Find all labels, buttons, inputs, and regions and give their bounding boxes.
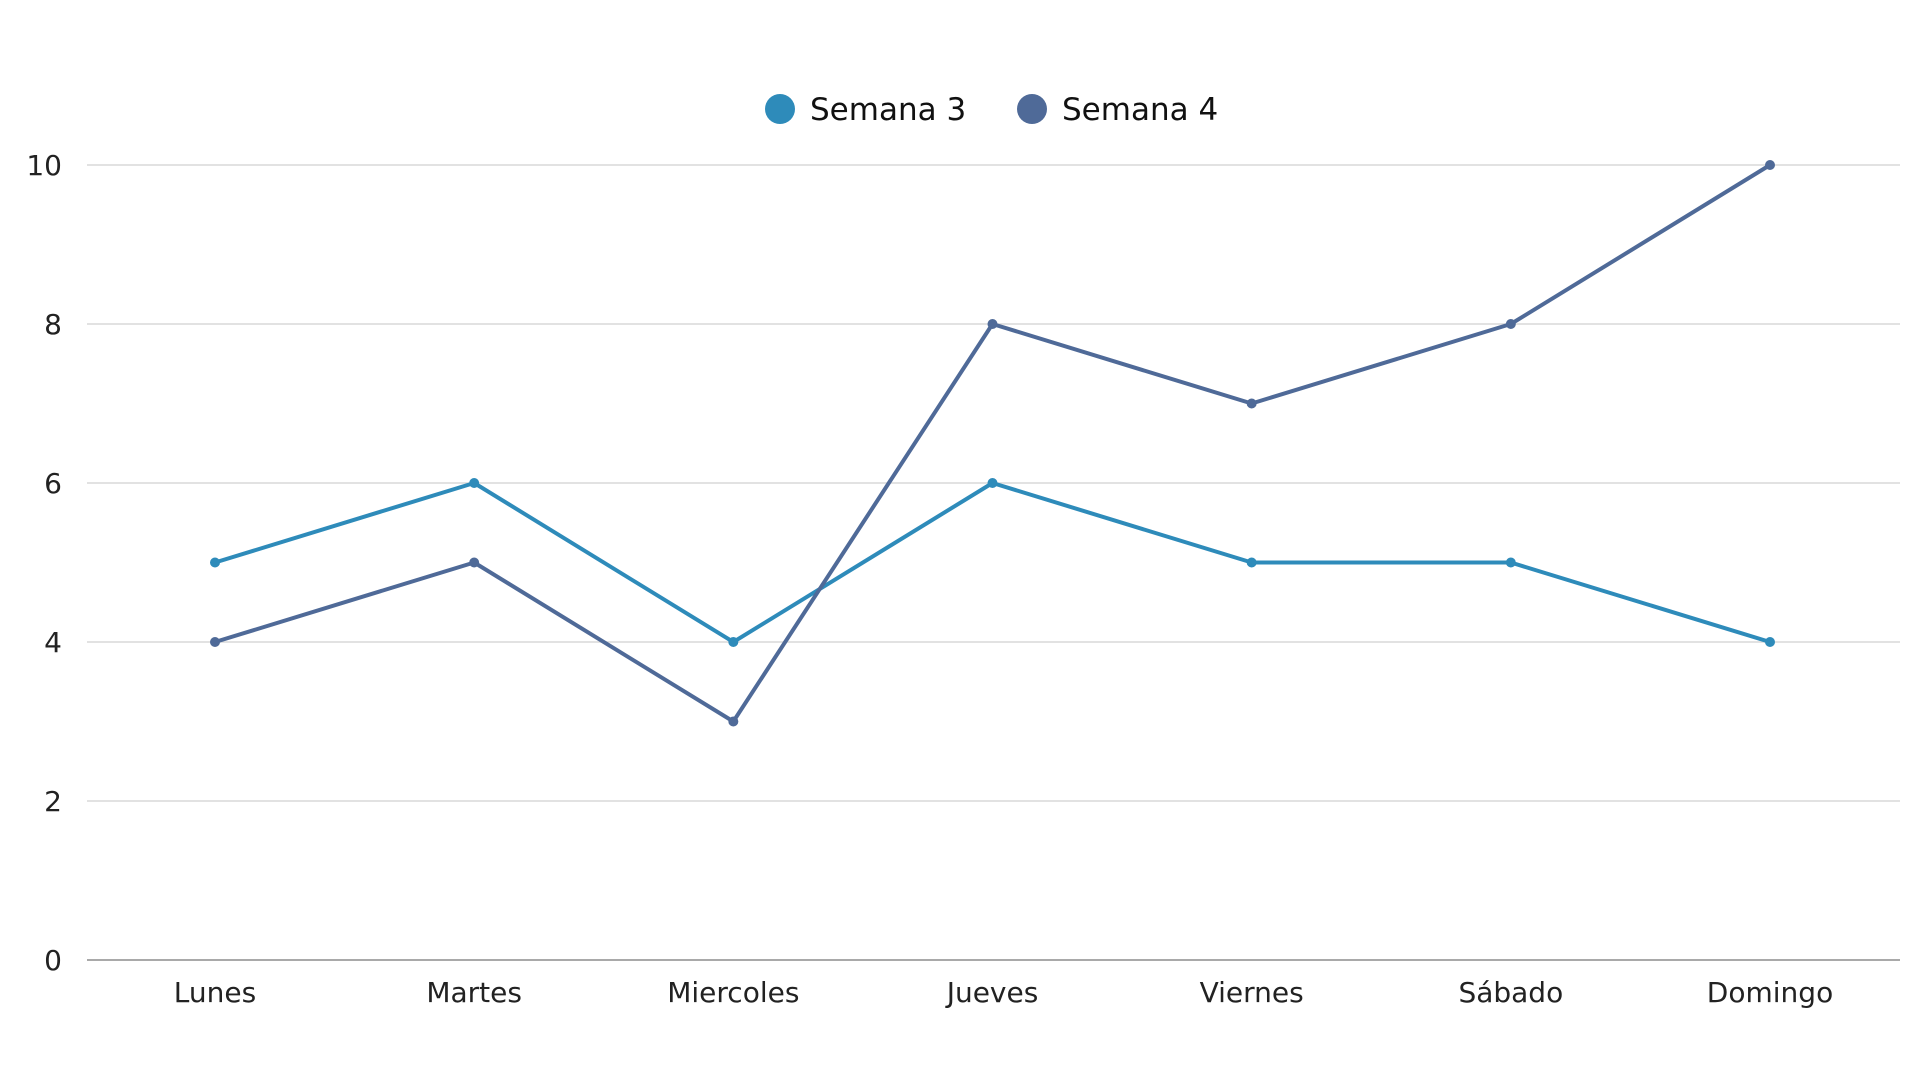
legend-marker — [765, 94, 795, 124]
data-point[interactable] — [728, 637, 739, 647]
x-tick-label: Lunes — [174, 976, 256, 1009]
data-point[interactable] — [1505, 319, 1516, 329]
y-tick-label: 2 — [44, 785, 62, 818]
data-point[interactable] — [469, 557, 480, 568]
data-point[interactable] — [728, 716, 739, 727]
legend-label: Semana 3 — [810, 92, 966, 128]
legend: Semana 3 Semana 4 — [765, 92, 1218, 128]
x-tick-label: Viernes — [1200, 976, 1304, 1009]
x-tick-label: Jueves — [945, 976, 1039, 1009]
data-point[interactable] — [987, 478, 998, 488]
legend-item[interactable]: Semana 4 — [1017, 92, 1218, 128]
axis-layer: 0 2 4 6 8 10 Lunes Martes Miercoles Jueves Viernes… — [26, 149, 1900, 1009]
data-point[interactable] — [1246, 557, 1257, 568]
y-tick-label: 4 — [44, 626, 62, 659]
x-tick-label: Miercoles — [667, 976, 799, 1009]
data-point[interactable] — [987, 319, 998, 329]
y-tick-label: 10 — [26, 149, 62, 182]
series-layer — [210, 160, 1775, 727]
series-line — [213, 163, 1772, 724]
series-line — [213, 481, 1772, 644]
y-tick-label: 0 — [44, 944, 62, 977]
y-tick-label: 6 — [44, 467, 62, 500]
data-point[interactable] — [1765, 637, 1775, 647]
data-point[interactable] — [210, 637, 220, 647]
legend-label: Semana 4 — [1062, 92, 1218, 128]
data-point[interactable] — [469, 478, 480, 488]
x-tick-label: Martes — [426, 976, 522, 1009]
data-point[interactable] — [210, 557, 220, 568]
legend-marker — [1017, 94, 1047, 124]
legend-item[interactable]: Semana 3 — [765, 92, 966, 128]
series-1 — [210, 478, 1775, 647]
x-tick-label: Domingo — [1707, 976, 1833, 1009]
x-tick-label: Sábado — [1458, 976, 1563, 1009]
data-point[interactable] — [1505, 557, 1516, 568]
y-tick-label: 8 — [44, 308, 62, 341]
data-point[interactable] — [1246, 398, 1257, 409]
data-point[interactable] — [1765, 160, 1775, 170]
series-2 — [210, 160, 1775, 727]
